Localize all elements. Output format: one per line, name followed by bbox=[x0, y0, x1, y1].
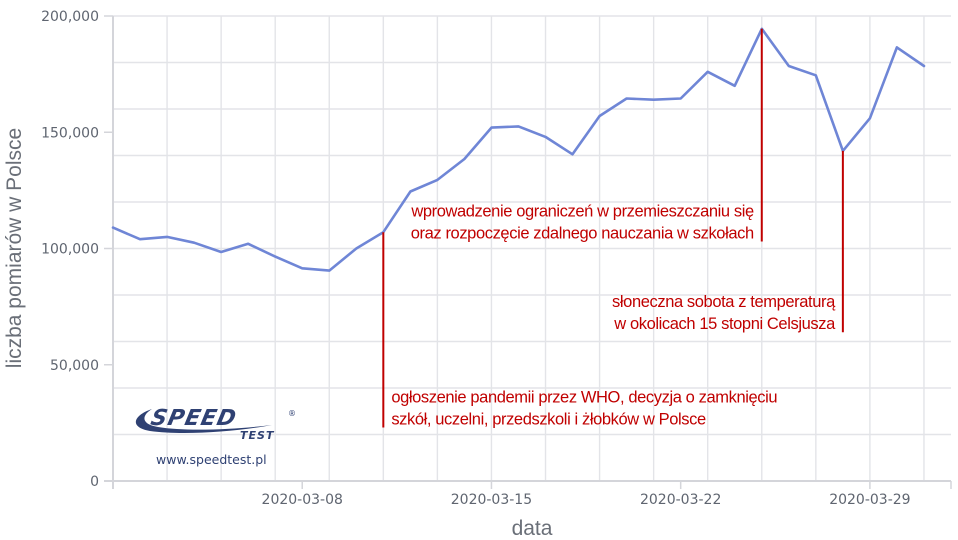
y-tick-label: 50,000 bbox=[50, 358, 99, 374]
x-tick-label: 2020-03-22 bbox=[640, 492, 721, 508]
logo-swoosh-icon bbox=[135, 409, 272, 434]
annotation-text: wprowadzenie ograniczeń w przemieszczani… bbox=[410, 203, 754, 221]
x-tick-label: 2020-03-08 bbox=[262, 492, 343, 508]
logo-url: www.speedtest.pl bbox=[156, 452, 267, 467]
annotation-text: słoneczna sobota z temperaturą bbox=[612, 293, 836, 311]
annotation-text: oraz rozpoczęcie zdalnego nauczania w sz… bbox=[411, 225, 754, 243]
annotation-text: ogłoszenie pandemii przez WHO, decyzja o… bbox=[391, 389, 777, 407]
data-series-line bbox=[111, 27, 926, 272]
logo-registered-mark: ® bbox=[288, 409, 296, 418]
annotations: ogłoszenie pandemii przez WHO, decyzja o… bbox=[382, 28, 844, 429]
grid-lines bbox=[113, 15, 951, 481]
x-tick-label: 2020-03-15 bbox=[451, 492, 532, 508]
axes bbox=[104, 16, 952, 489]
annotation-text: szkół, uczelni, przedszkoli i żłobków w … bbox=[391, 411, 706, 429]
y-axis-ticks: 0 50,000 100,000 150,000 200,000 bbox=[41, 9, 113, 490]
logo-brand-word: SPEED bbox=[148, 405, 239, 431]
y-tick-label: 150,000 bbox=[41, 125, 99, 141]
x-axis-title: data bbox=[512, 517, 553, 540]
y-tick-label: 200,000 bbox=[41, 9, 99, 25]
logo-sub-word: TEST bbox=[240, 429, 275, 442]
y-axis-title: liczba pomiarów w Polsce bbox=[3, 128, 26, 368]
y-tick-label: 100,000 bbox=[41, 242, 99, 258]
x-axis-ticks: 2020-03-08 2020-03-15 2020-03-22 2020-03-29 bbox=[262, 481, 911, 508]
annotation-text: w okolicach 15 stopni Celsjusza bbox=[613, 315, 836, 333]
y-tick-label: 0 bbox=[90, 474, 99, 490]
speedtest-logo: SPEED ® TEST www.speedtest.pl bbox=[135, 405, 296, 467]
x-tick-label: 2020-03-29 bbox=[829, 492, 910, 508]
